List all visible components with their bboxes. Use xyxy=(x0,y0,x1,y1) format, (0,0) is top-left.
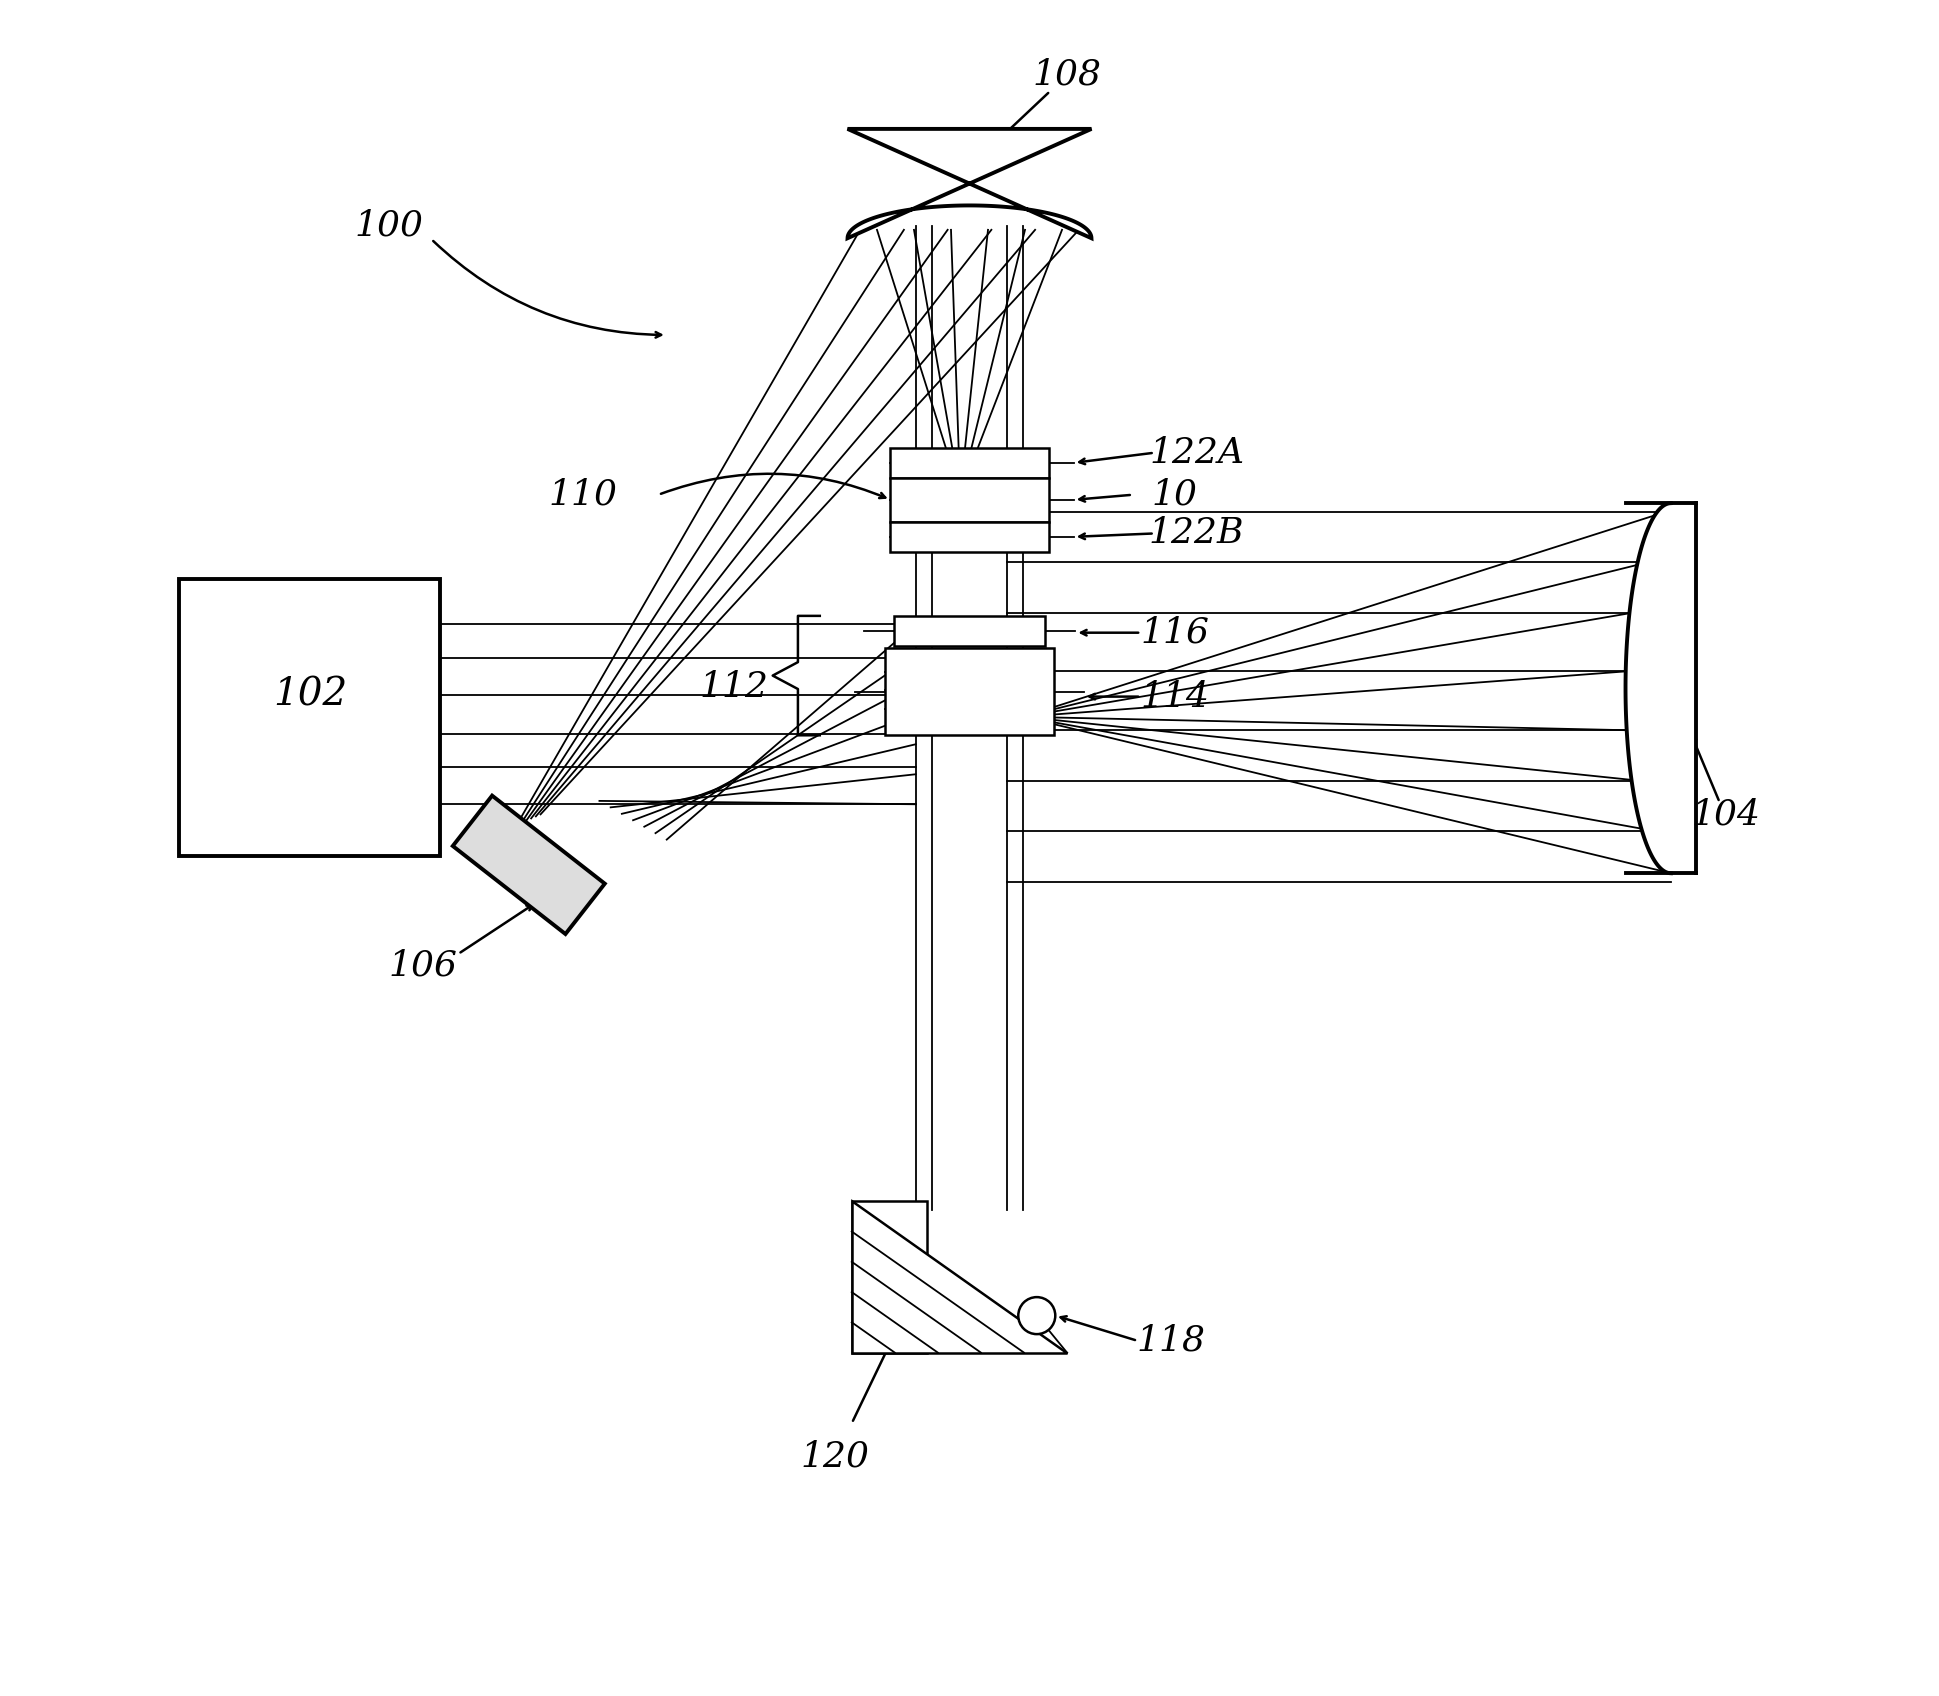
Text: 114: 114 xyxy=(1140,680,1210,714)
Text: 102: 102 xyxy=(273,677,347,714)
Polygon shape xyxy=(851,1201,1066,1353)
Bar xyxy=(178,578,440,856)
Polygon shape xyxy=(847,129,1092,237)
Text: 108: 108 xyxy=(1033,58,1101,92)
Text: 122B: 122B xyxy=(1148,517,1245,551)
Text: 104: 104 xyxy=(1693,797,1761,831)
Text: 106: 106 xyxy=(388,948,458,982)
Bar xyxy=(851,1201,927,1353)
Text: 112: 112 xyxy=(700,670,768,704)
Bar xyxy=(890,522,1049,551)
Text: 118: 118 xyxy=(1136,1325,1206,1358)
Bar xyxy=(886,648,1053,736)
Bar xyxy=(894,616,1045,646)
Bar xyxy=(890,448,1049,478)
Text: 120: 120 xyxy=(801,1440,869,1474)
Text: 100: 100 xyxy=(355,209,425,243)
Polygon shape xyxy=(1625,504,1697,873)
Bar xyxy=(890,478,1049,522)
Text: 116: 116 xyxy=(1140,616,1210,650)
Polygon shape xyxy=(454,795,605,934)
Text: 110: 110 xyxy=(549,478,617,512)
Text: 10: 10 xyxy=(1152,478,1198,512)
Text: 122A: 122A xyxy=(1150,436,1245,470)
Circle shape xyxy=(1018,1297,1055,1335)
